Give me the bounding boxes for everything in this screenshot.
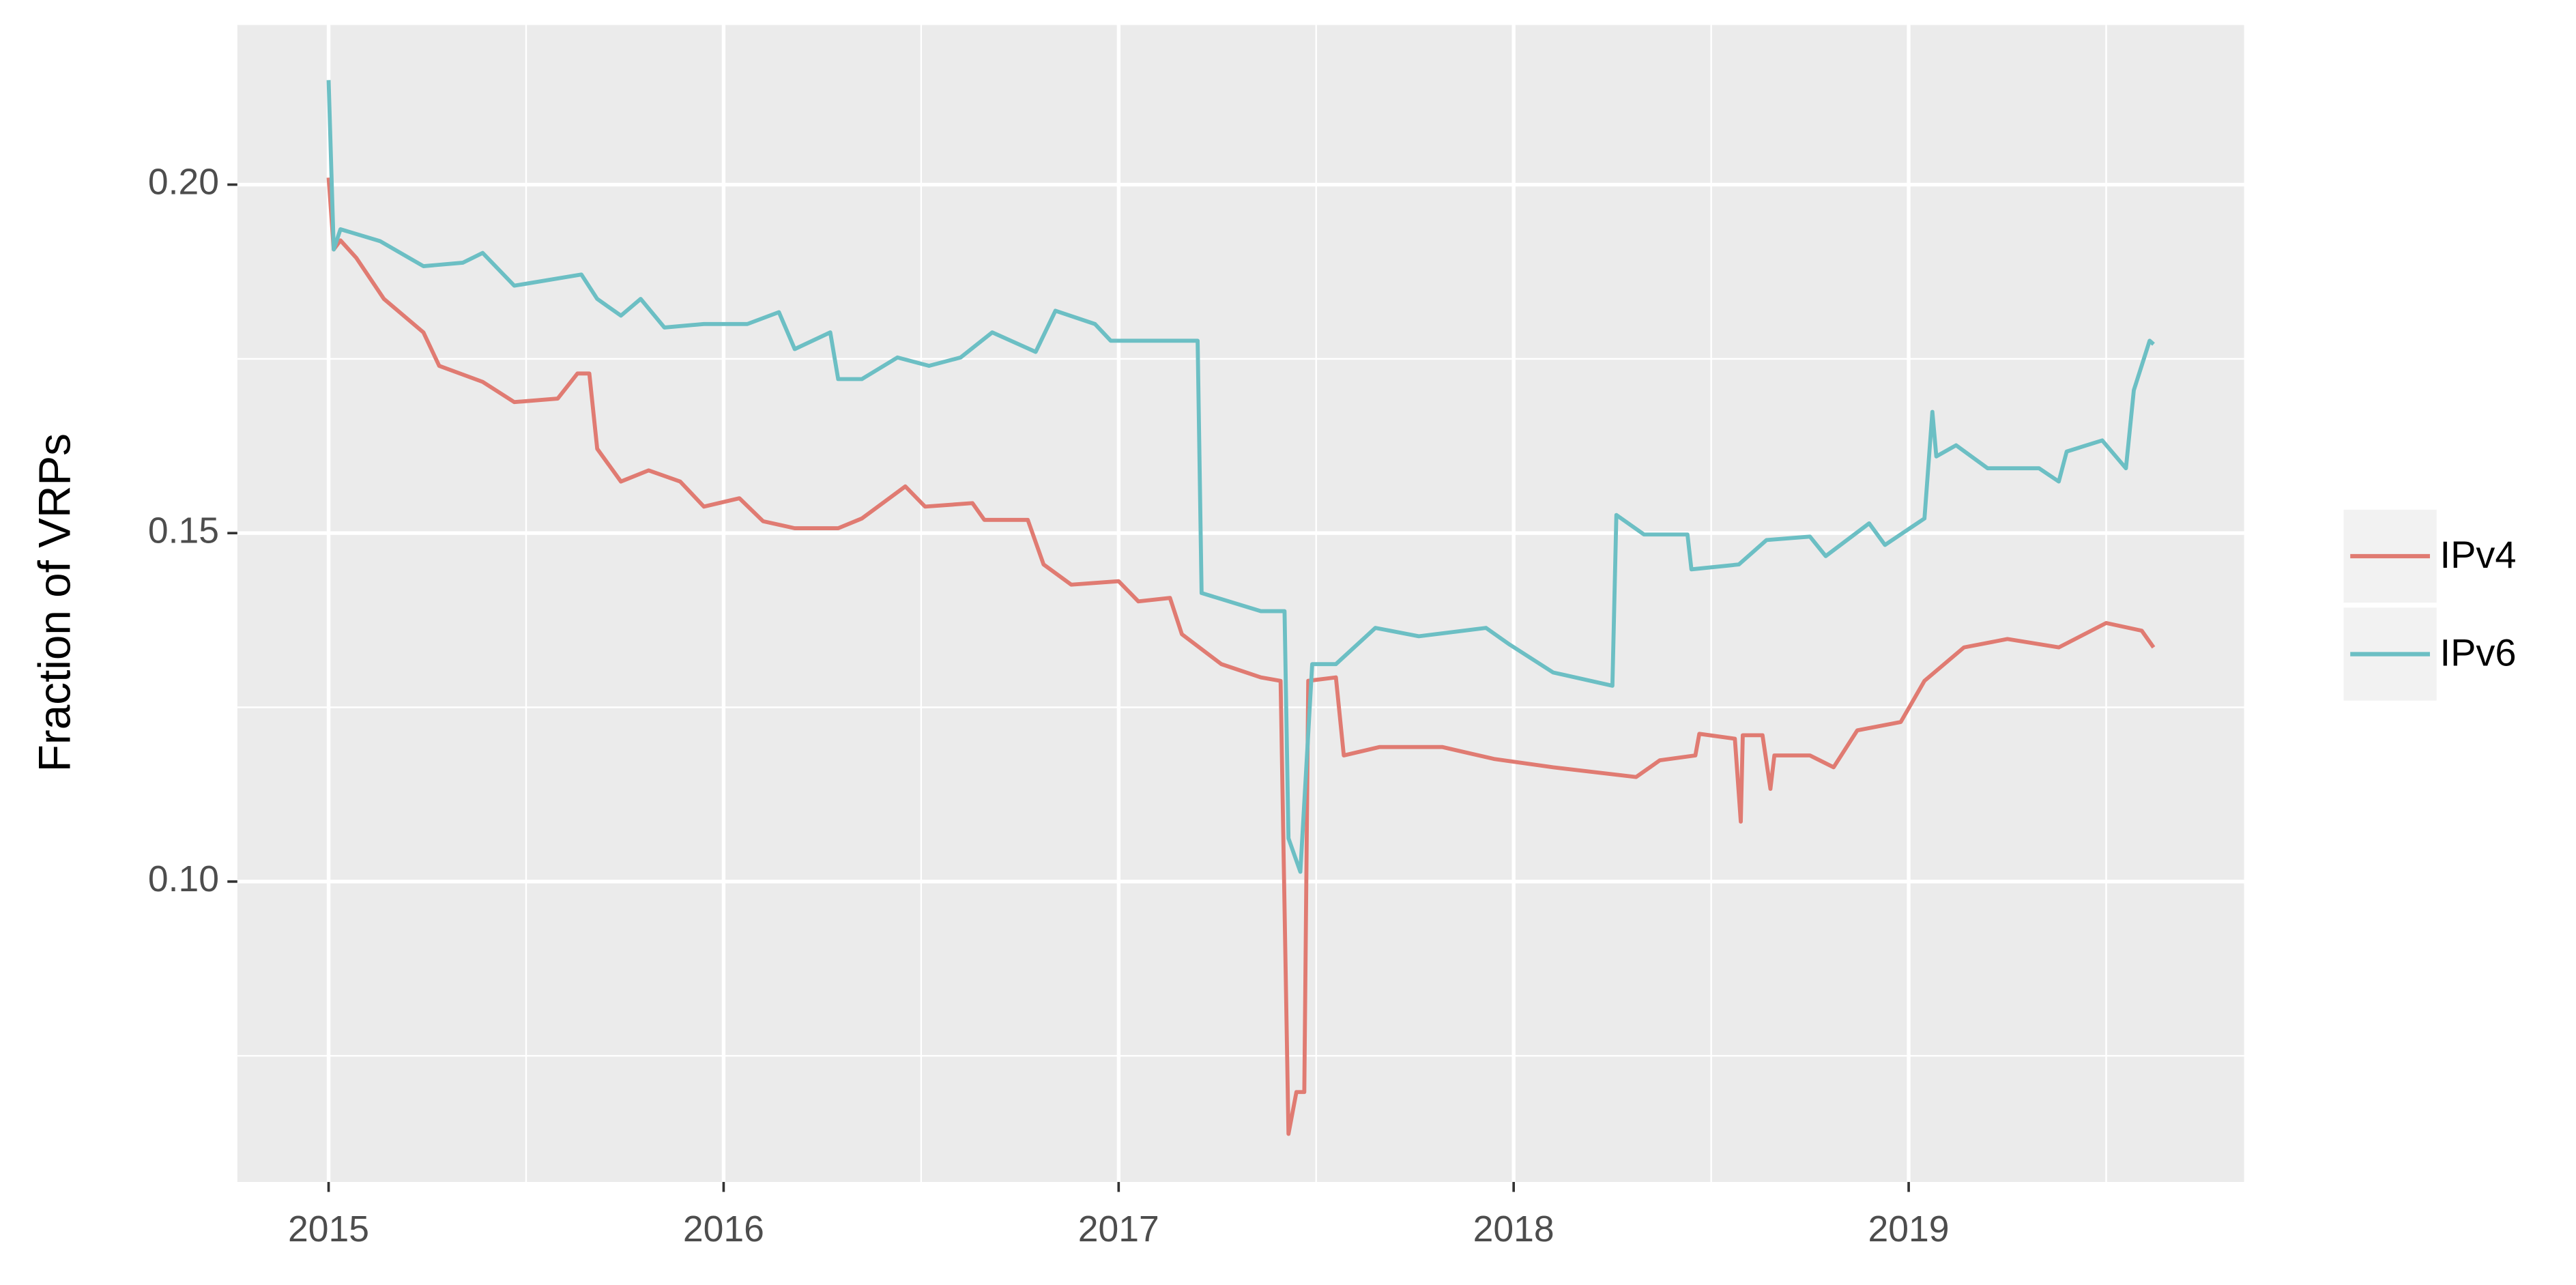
x-tick-label: 2016 xyxy=(683,1209,764,1250)
axes: 0.10 0.15 0.20 2015 2016 2017 2018 2019 xyxy=(148,162,1950,1250)
y-tick-label: 0.15 xyxy=(148,510,219,551)
series-line xyxy=(326,80,2155,874)
series-line xyxy=(326,177,2156,1136)
legend-label: IPv4 xyxy=(2440,533,2517,576)
legend-label: IPv6 xyxy=(2440,631,2517,674)
legend: IPv4 IPv6 xyxy=(2343,509,2517,701)
x-tick-label: 2018 xyxy=(1473,1209,1554,1250)
y-axis-label: Fraction of VRPs xyxy=(29,433,79,772)
x-tick-label: 2019 xyxy=(1868,1209,1950,1250)
grid xyxy=(237,25,2244,1183)
x-tick-label: 2017 xyxy=(1078,1209,1159,1250)
y-tick-label: 0.20 xyxy=(148,162,219,203)
lines xyxy=(326,80,2156,1136)
y-tick-label: 0.10 xyxy=(148,859,219,899)
x-tick-label: 2015 xyxy=(288,1209,369,1250)
